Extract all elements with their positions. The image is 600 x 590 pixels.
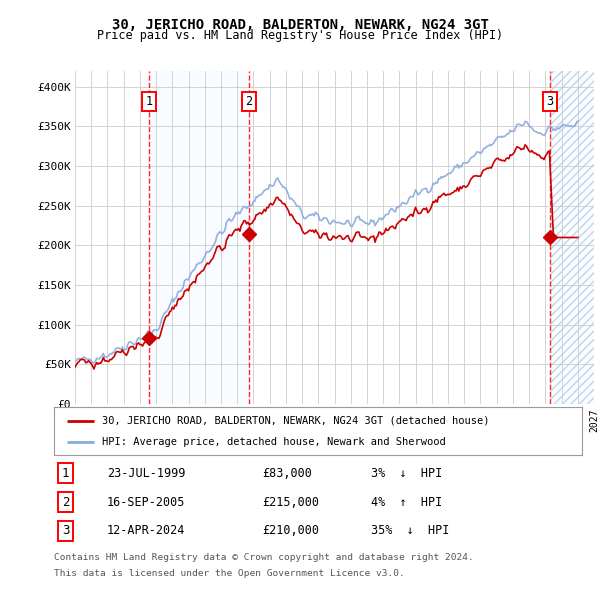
Text: 3%  ↓  HPI: 3% ↓ HPI bbox=[371, 467, 442, 480]
Text: 12-APR-2024: 12-APR-2024 bbox=[107, 525, 185, 537]
Text: £215,000: £215,000 bbox=[263, 496, 320, 509]
Text: 2: 2 bbox=[62, 496, 70, 509]
Text: 23-JUL-1999: 23-JUL-1999 bbox=[107, 467, 185, 480]
Text: 30, JERICHO ROAD, BALDERTON, NEWARK, NG24 3GT: 30, JERICHO ROAD, BALDERTON, NEWARK, NG2… bbox=[112, 18, 488, 32]
Text: 2: 2 bbox=[245, 95, 252, 108]
Text: 35%  ↓  HPI: 35% ↓ HPI bbox=[371, 525, 449, 537]
Text: 3: 3 bbox=[62, 525, 70, 537]
Text: 1: 1 bbox=[62, 467, 70, 480]
Text: Price paid vs. HM Land Registry's House Price Index (HPI): Price paid vs. HM Land Registry's House … bbox=[97, 30, 503, 42]
Text: 1: 1 bbox=[145, 95, 152, 108]
Text: HPI: Average price, detached house, Newark and Sherwood: HPI: Average price, detached house, Newa… bbox=[101, 437, 445, 447]
Bar bbox=[149, 71, 249, 404]
Text: 4%  ↑  HPI: 4% ↑ HPI bbox=[371, 496, 442, 509]
Text: Contains HM Land Registry data © Crown copyright and database right 2024.: Contains HM Land Registry data © Crown c… bbox=[54, 553, 474, 562]
Text: £210,000: £210,000 bbox=[263, 525, 320, 537]
Text: 16-SEP-2005: 16-SEP-2005 bbox=[107, 496, 185, 509]
Bar bbox=[550, 71, 594, 404]
Text: 3: 3 bbox=[547, 95, 553, 108]
Text: This data is licensed under the Open Government Licence v3.0.: This data is licensed under the Open Gov… bbox=[54, 569, 405, 578]
Bar bbox=[550, 71, 594, 404]
Text: 30, JERICHO ROAD, BALDERTON, NEWARK, NG24 3GT (detached house): 30, JERICHO ROAD, BALDERTON, NEWARK, NG2… bbox=[101, 415, 489, 425]
Text: £83,000: £83,000 bbox=[263, 467, 313, 480]
